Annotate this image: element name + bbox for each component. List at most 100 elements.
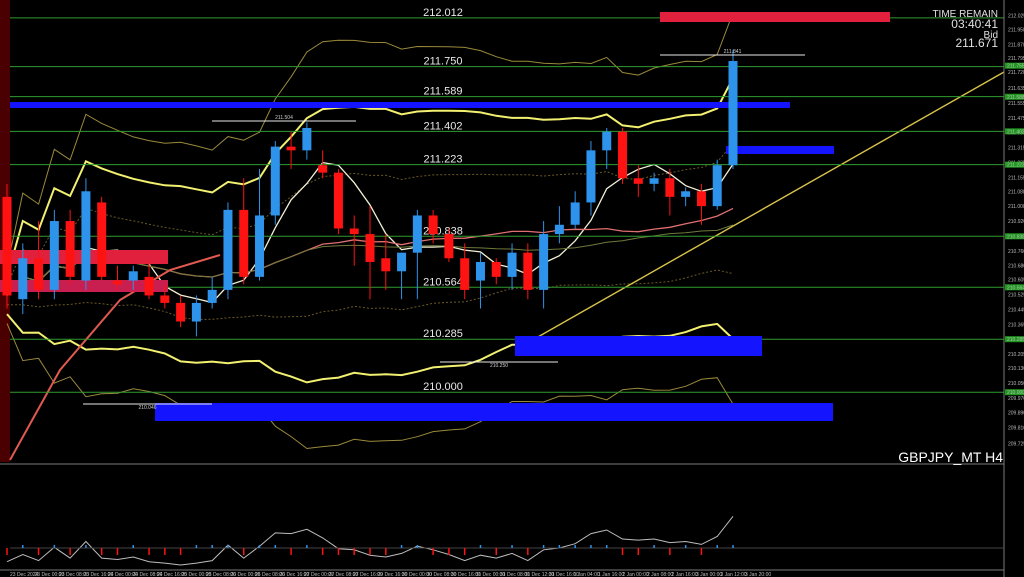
price-tick: 210.365	[1008, 322, 1024, 328]
candle-body[interactable]	[286, 146, 296, 151]
price-tick: 210.130	[1008, 366, 1024, 372]
price-tag-label: 211.588	[1007, 95, 1024, 101]
candle-body[interactable]	[112, 280, 122, 285]
time-tick: 23 Dec 2024	[10, 572, 39, 577]
candle-body[interactable]	[728, 61, 738, 166]
candle-body[interactable]	[444, 234, 454, 259]
candle-body[interactable]	[302, 128, 312, 151]
time-tick: 1 Jan 04:00	[574, 572, 600, 577]
price-tick: 210.050	[1008, 381, 1024, 387]
candle-body[interactable]	[270, 146, 280, 216]
candle-body[interactable]	[397, 252, 407, 272]
time-tick: 3 Jan 12:00	[721, 572, 747, 577]
candle-body[interactable]	[460, 258, 470, 290]
candle-body[interactable]	[475, 261, 485, 281]
candle-body[interactable]	[696, 191, 706, 207]
candle-body[interactable]	[333, 172, 343, 229]
price-tag	[1005, 336, 1024, 343]
candle-body[interactable]	[365, 234, 375, 262]
horizontal-levels[interactable]: 212.012211.750211.589211.402211.223210.8…	[10, 7, 1004, 393]
outer-band-upper	[6, 12, 734, 268]
candle-body[interactable]	[318, 165, 328, 173]
candle-body[interactable]	[412, 215, 422, 253]
price-tick: 211.315	[1008, 146, 1024, 152]
oscillator-panel	[6, 515, 1004, 566]
time-tick: 26 Dec 08:00	[255, 572, 285, 577]
price-tick: 211.155	[1008, 175, 1024, 181]
level-label: 210.564	[423, 276, 463, 288]
candle-body[interactable]	[618, 131, 628, 179]
candle-body[interactable]	[712, 165, 722, 207]
candle-body[interactable]	[128, 271, 138, 281]
time-tick: 25 Dec 00:00	[182, 572, 212, 577]
candle-body[interactable]	[160, 295, 170, 303]
bid-label: Bid	[984, 30, 998, 41]
candle-body[interactable]	[255, 215, 265, 277]
time-tick: 3 Jan 00:00	[696, 572, 722, 577]
candle-body[interactable]	[176, 302, 186, 322]
price-tick: 212.025	[1008, 13, 1024, 19]
candle-body[interactable]	[2, 196, 12, 296]
candle-body[interactable]	[539, 234, 549, 290]
price-tag	[1005, 233, 1024, 240]
price-tag-label: 210.838	[1007, 234, 1024, 240]
candle-body[interactable]	[34, 258, 44, 290]
time-tick: 23 Dec 16:00	[84, 572, 114, 577]
candle-body[interactable]	[65, 221, 75, 277]
time-tick: 29 Dec 16:00	[378, 572, 408, 577]
candle-body[interactable]	[349, 228, 359, 235]
candle-body[interactable]	[681, 191, 691, 197]
price-tick: 210.605	[1008, 278, 1024, 284]
price-tag-label: 211.223	[1007, 163, 1024, 169]
time-tick: 24 Dec 16:00	[157, 572, 187, 577]
candle-body[interactable]	[239, 209, 249, 277]
time-tick: 31 Dec 16:00	[549, 572, 579, 577]
inner-band-upper	[6, 142, 734, 287]
candle-body[interactable]	[602, 131, 612, 151]
candle-body[interactable]	[586, 150, 596, 203]
level-label: 211.402	[424, 120, 463, 132]
level-label: 210.285	[423, 328, 463, 340]
candle-body[interactable]	[97, 202, 107, 277]
candle-body[interactable]	[49, 221, 59, 290]
time-tick: 23 Dec 00:00	[35, 572, 65, 577]
time-tick: 2 Jan 08:00	[647, 572, 673, 577]
bollinger-upper	[6, 77, 734, 278]
candle-body[interactable]	[428, 215, 438, 235]
price-tick: 209.810	[1008, 426, 1024, 432]
time-tick: 24 Dec 00:00	[108, 572, 138, 577]
candle-body[interactable]	[381, 258, 391, 272]
candle-body[interactable]	[649, 178, 659, 184]
candle-body[interactable]	[223, 209, 233, 290]
candle-body[interactable]	[507, 252, 517, 277]
time-tick: 25 Dec 08:00	[206, 572, 236, 577]
candle-body[interactable]	[191, 302, 201, 322]
price-tick: 211.950	[1008, 27, 1024, 33]
price-axis: 212.025 211.950 211.870 211.795 211.720 211.6…	[1005, 13, 1024, 447]
price-tag	[1005, 389, 1024, 396]
extreme-label: 210.046	[138, 405, 156, 411]
price-tick: 211.080	[1008, 189, 1024, 195]
price-tag-label: 211.755	[1007, 64, 1024, 70]
level-label: 210.000	[423, 381, 463, 393]
candle-body[interactable]	[554, 224, 564, 235]
price-tick: 211.475	[1008, 116, 1024, 122]
time-tick: 24 Dec 08:00	[133, 572, 163, 577]
price-tag	[1005, 62, 1024, 69]
candle-body[interactable]	[665, 178, 675, 197]
candles[interactable]	[2, 49, 738, 337]
candle-body[interactable]	[144, 276, 154, 296]
supply-zone-top	[660, 12, 890, 22]
candle-body[interactable]	[633, 178, 643, 184]
price-tick: 211.000	[1008, 204, 1024, 210]
candle-body[interactable]	[523, 252, 533, 290]
candle-body[interactable]	[81, 191, 91, 281]
time-tick: 1 Jan 16:00	[598, 572, 624, 577]
candle-body[interactable]	[18, 258, 28, 300]
candle-body[interactable]	[491, 261, 501, 277]
candle-body[interactable]	[207, 289, 217, 303]
time-tick: 26 Dec 16:00	[280, 572, 310, 577]
candle-body[interactable]	[570, 202, 580, 225]
price-tag	[1005, 284, 1024, 291]
